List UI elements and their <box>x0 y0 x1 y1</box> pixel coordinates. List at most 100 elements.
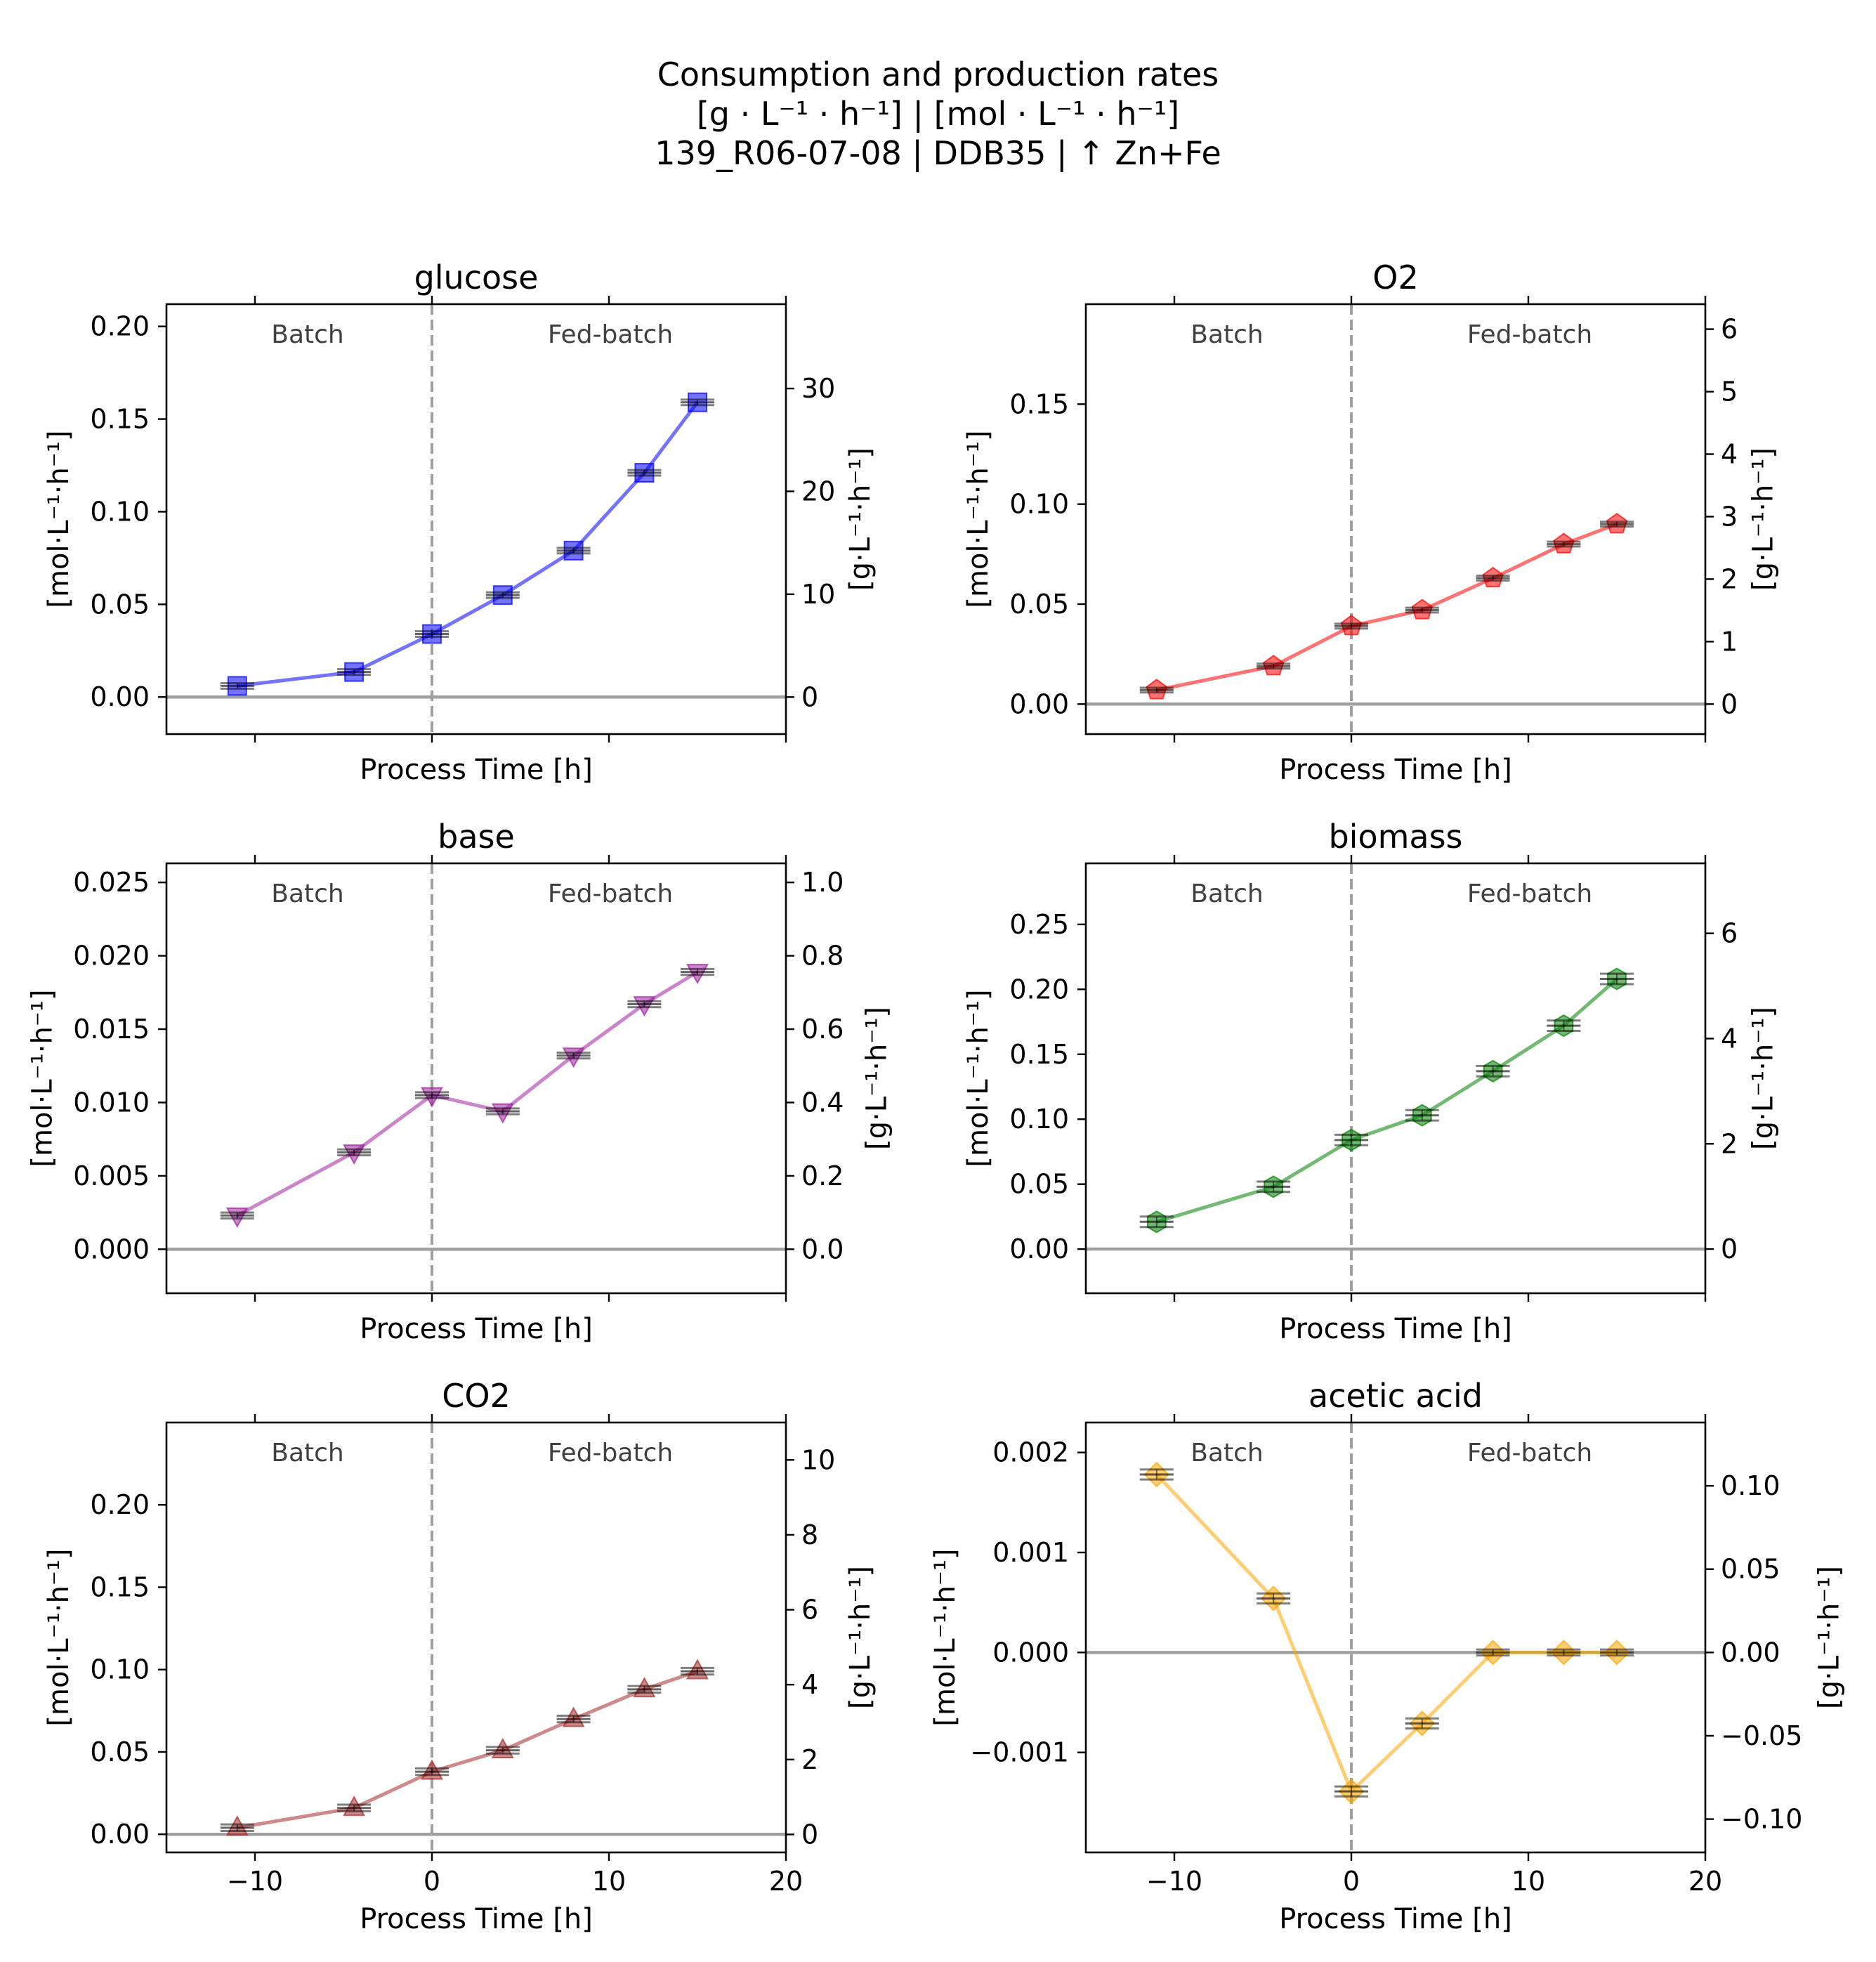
subplot-title: CO2 <box>442 1377 511 1415</box>
y-axis-label: [mol·L⁻¹·h⁻¹] <box>27 989 59 1167</box>
y-tick-label: 0.10 <box>90 496 150 527</box>
axes-frame <box>165 862 787 1295</box>
error-bar <box>627 1000 662 1009</box>
y-tick-label: 0.20 <box>90 311 150 342</box>
y2-axis-label: [g·L⁻¹·h⁻¹] <box>1747 1007 1780 1150</box>
phase-label-fed-batch: Fed-batch <box>1467 320 1592 349</box>
y2-tick-label: 0.4 <box>801 1087 844 1118</box>
subplot-co2: Batch Fed-batch−10 0 10 200.000.050.100.150.… <box>43 1377 877 1935</box>
error-bar <box>1476 575 1510 582</box>
y2-tick-label: 0 <box>1721 1234 1738 1264</box>
error-bar <box>1547 1648 1581 1657</box>
x-tick-label: 10 <box>1511 1866 1545 1897</box>
phase-label-fed-batch: Fed-batch <box>1467 1439 1592 1467</box>
error-bar <box>1334 1133 1368 1146</box>
y2-tick-label: 0 <box>801 1819 818 1850</box>
x-axis-label: Process Time [h] <box>360 1313 593 1345</box>
error-bar <box>485 591 520 599</box>
y2-tick-label: 2 <box>1721 1128 1738 1159</box>
y2-tick-label: 0.8 <box>801 941 844 972</box>
error-bar <box>220 1211 254 1219</box>
axes-frame <box>1084 1421 1707 1854</box>
figure-title-line-3: 139_R06-07-08 | DDB35 | ↑ Zn+Fe <box>655 134 1221 172</box>
error-bar <box>1257 1180 1291 1193</box>
phase-label-fed-batch: Fed-batch <box>548 320 673 349</box>
error-bar <box>1476 1064 1510 1078</box>
subplot-base: Batch Fed-batch 0.000 0.005 0.010 0.015 0.020 0… <box>27 818 893 1345</box>
y-tick-label: 0.015 <box>73 1014 150 1045</box>
y2-tick-label: 6 <box>801 1595 818 1626</box>
phase-label-batch: Batch <box>271 879 343 908</box>
error-bar <box>1405 606 1439 614</box>
y2-tick-label: 4 <box>1721 438 1738 469</box>
y-tick-label: 0.00 <box>90 1819 150 1850</box>
y2-tick-label: 4 <box>801 1669 818 1700</box>
y2-tick-label: 6 <box>1721 314 1738 345</box>
error-bar <box>1257 1592 1291 1605</box>
y2-axis-label: [g·L⁻¹·h⁻¹] <box>1813 1566 1846 1709</box>
y2-tick-label: −0.10 <box>1721 1804 1802 1835</box>
y-axis-label: [mol·L⁻¹·h⁻¹] <box>962 430 995 608</box>
subplot-glucose: Batch Fed-batch 0.00 0.05 0.10 0.15 0.20 0 10 20 3… <box>43 259 877 786</box>
error-bar <box>1257 662 1291 670</box>
error-bar <box>485 1107 520 1116</box>
y2-tick-label: 0 <box>801 681 818 712</box>
axes-frame <box>1084 862 1707 1295</box>
error-bar <box>556 547 591 555</box>
x-axis-label: Process Time [h] <box>1279 1313 1512 1345</box>
phase-label-batch: Batch <box>271 1439 343 1467</box>
y-tick-label: 0.001 <box>992 1537 1069 1568</box>
error-bar <box>1476 1648 1510 1657</box>
phase-label-batch: Batch <box>1190 320 1263 349</box>
error-bar <box>681 398 714 407</box>
error-bar <box>485 1746 520 1755</box>
plot-area <box>1086 1423 1705 1852</box>
x-axis-label: Process Time [h] <box>1279 754 1512 786</box>
y2-tick-label: 3 <box>1721 501 1738 532</box>
y2-tick-label: 1 <box>1721 626 1738 657</box>
y2-tick-label: 5 <box>1721 377 1738 407</box>
error-bar <box>415 1767 449 1777</box>
error-bar <box>681 967 714 976</box>
y-axis-label: [mol·L⁻¹·h⁻¹] <box>43 1548 75 1726</box>
plot-area <box>1086 304 1705 734</box>
axes-frame <box>1084 303 1707 735</box>
y2-tick-label: 0.0 <box>801 1234 844 1264</box>
phase-label-batch: Batch <box>1190 1439 1263 1467</box>
figure-title-line-1: Consumption and production rates <box>657 55 1219 93</box>
y-tick-label: 0.10 <box>1009 1104 1069 1134</box>
y2-tick-label: 8 <box>801 1519 818 1550</box>
y2-tick-label: 30 <box>801 373 835 404</box>
y-tick-label: 0.20 <box>90 1489 150 1520</box>
y-tick-label: 0.025 <box>73 867 150 898</box>
y2-tick-label: 0 <box>1721 688 1738 719</box>
error-bar <box>556 1714 591 1724</box>
figure-title-line-2: [g · L⁻¹ · h⁻¹] | [mol · L⁻¹ · h⁻¹] <box>696 95 1180 133</box>
y-tick-label: 0.15 <box>1009 1039 1069 1070</box>
error-bar <box>220 681 254 690</box>
x-axis-label: Process Time [h] <box>360 1903 593 1935</box>
subplot-title: biomass <box>1328 818 1462 856</box>
error-bar <box>1405 1108 1439 1122</box>
y-tick-label: 0.15 <box>90 404 150 435</box>
y-tick-label: 0.002 <box>992 1437 1069 1468</box>
y2-axis-label: [g·L⁻¹·h⁻¹] <box>844 447 877 591</box>
error-bar <box>415 630 449 639</box>
y-tick-label: 0.05 <box>90 589 150 620</box>
subplot-title: O2 <box>1372 259 1418 296</box>
error-bar <box>681 1666 714 1676</box>
y2-axis-label: [g·L⁻¹·h⁻¹] <box>1747 447 1780 591</box>
y-axis-label: [mol·L⁻¹·h⁻¹] <box>962 989 995 1167</box>
phase-label-fed-batch: Fed-batch <box>1467 879 1592 908</box>
y2-tick-label: 10 <box>801 579 835 610</box>
phase-label-batch: Batch <box>271 320 343 349</box>
y-tick-label: 0.00 <box>1009 1234 1069 1264</box>
error-bar <box>1547 1019 1581 1033</box>
x-tick-label: 20 <box>1688 1866 1722 1897</box>
subplot-title: base <box>438 818 515 856</box>
y2-axis-label: [g·L⁻¹·h⁻¹] <box>861 1007 893 1150</box>
y2-tick-label: 6 <box>1721 918 1738 949</box>
error-bar <box>1547 540 1581 548</box>
y-tick-label: 0.000 <box>73 1234 150 1264</box>
